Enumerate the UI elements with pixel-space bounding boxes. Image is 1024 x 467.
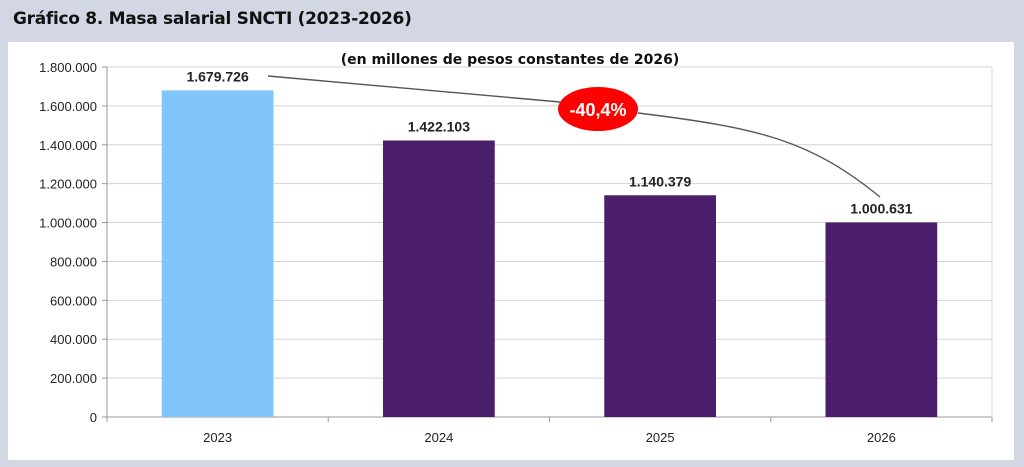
y-tick-label: 1.200.000 [39, 177, 97, 192]
x-tick-label-2023: 2023 [203, 430, 232, 445]
y-tick-label: 1.000.000 [39, 216, 97, 231]
x-tick-label-2025: 2025 [646, 430, 675, 445]
annotation-badge [558, 87, 638, 131]
value-label-2023: 1.679.726 [186, 68, 248, 84]
value-label-2024: 1.422.103 [408, 118, 470, 134]
value-label-2025: 1.140.379 [629, 173, 691, 189]
chart-title: Gráfico 8. Masa salarial SNCTI (2023-202… [13, 9, 412, 29]
change-annotation: -40,4% [267, 75, 881, 198]
y-tick-label: 200.000 [50, 371, 97, 386]
y-tick-label: 400.000 [50, 332, 97, 347]
y-tick-label: 600.000 [50, 293, 97, 308]
bar-2024 [383, 140, 495, 417]
bar-2025 [604, 195, 716, 417]
value-label-2026: 1.000.631 [850, 200, 912, 216]
y-tick-label: 0 [90, 410, 97, 425]
bar-2023 [161, 90, 274, 418]
y-tick-label: 800.000 [50, 254, 97, 269]
annotation-label: -40,4% [569, 100, 626, 120]
y-tick-label: 1.800.000 [39, 60, 97, 75]
y-tick-label: 1.600.000 [39, 99, 97, 114]
x-tick-label-2024: 2024 [424, 430, 453, 445]
chart-subtitle: (en millones de pesos constantes de 2026… [341, 52, 680, 68]
annotation-leader-line [267, 75, 561, 103]
bar-2026 [825, 222, 938, 417]
y-tick-label: 1.400.000 [39, 138, 97, 153]
annotation-curve [637, 112, 881, 198]
x-tick-label-2026: 2026 [867, 430, 896, 445]
